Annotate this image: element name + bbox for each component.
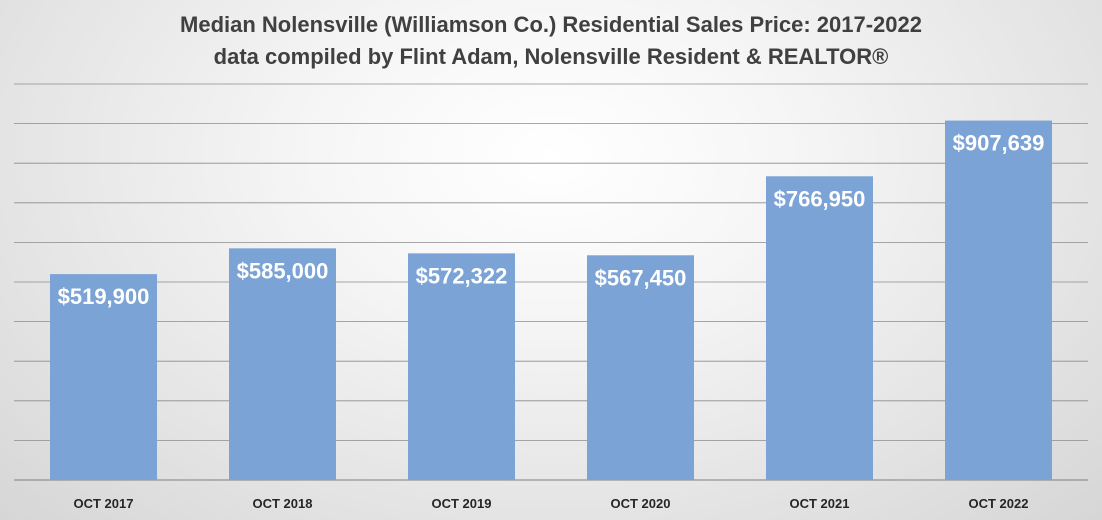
x-tick-label: OCT 2017 [74, 496, 134, 511]
x-tick-label: OCT 2020 [611, 496, 671, 511]
x-tick-label: OCT 2019 [432, 496, 492, 511]
bar [945, 120, 1052, 481]
x-tick-label: OCT 2022 [969, 496, 1029, 511]
chart-subtitle: data compiled by Flint Adam, Nolensville… [213, 44, 889, 69]
data-label: $567,450 [595, 265, 687, 290]
chart-title: Median Nolensville (Williamson Co.) Resi… [180, 12, 922, 37]
bar [408, 253, 515, 480]
data-label: $585,000 [237, 258, 329, 283]
bar [587, 255, 694, 480]
x-tick-label: OCT 2021 [790, 496, 850, 511]
data-label: $766,950 [774, 186, 866, 211]
data-label: $519,900 [58, 284, 150, 309]
data-label: $907,639 [953, 131, 1045, 156]
bar [766, 176, 873, 481]
x-tick-label: OCT 2018 [253, 496, 313, 511]
bar [229, 248, 336, 480]
bar [50, 274, 157, 480]
data-label: $572,322 [416, 263, 508, 288]
